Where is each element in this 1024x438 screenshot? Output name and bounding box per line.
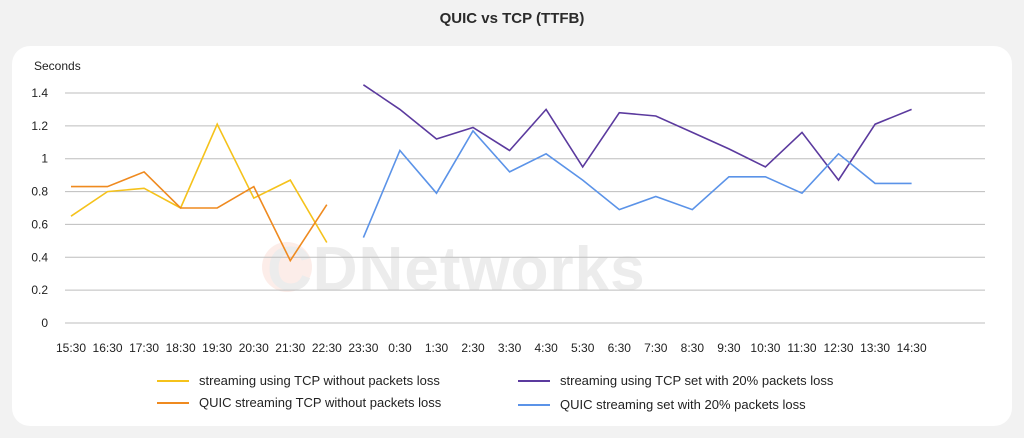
watermark: CDNetworks [267,235,646,304]
watermark-logo-icon [262,242,312,292]
legend-swatch [157,379,189,382]
x-tick-label: 8:30 [681,341,705,355]
x-tick-label: 4:30 [534,341,558,355]
x-tick-label: 0:30 [388,341,412,355]
y-tick-label: 1.4 [31,86,48,100]
y-tick-label: 0.2 [31,283,48,297]
legend-label: QUIC streaming set with 20% packets loss [560,397,806,412]
x-tick-label: 18:30 [166,341,196,355]
series-lines [70,84,912,263]
y-tick-label: 0.4 [31,250,48,264]
legend-item-quic-20-loss: QUIC streaming set with 20% packets loss [518,397,806,412]
x-tick-label: 1:30 [425,341,449,355]
legend-swatch [518,379,550,382]
legend-swatch [518,403,550,406]
legend-label: streaming using TCP set with 20% packets… [560,373,834,388]
x-tick-label: 11:30 [787,341,816,355]
legend-item-quic-no-loss: QUIC streaming TCP without packets loss [157,395,441,410]
x-tick-label: 5:30 [571,341,595,355]
y-tick-label: 0.8 [31,185,48,199]
y-tick-label: 0.6 [31,217,48,231]
line-chart: Seconds 00.20.40.60.811.21.4 15:30 16:30 1… [31,59,985,355]
grid [65,92,985,324]
chart-card: CDNetworks Seconds 0 0.2 0.4 0.6 0.8 1 1.2 1.4 … [12,46,1012,426]
y-axis-label: Seconds [34,59,81,73]
x-tick-label: 9:30 [717,341,741,355]
series-line-1 [71,170,328,263]
y-tick-label: 1 [41,152,48,166]
x-tick-label: 3:30 [498,341,522,355]
chart-title: QUIC vs TCP (TTFB) [439,10,585,27]
x-tick-label: 16:30 [93,341,123,355]
legend-item-tcp-no-loss: streaming using TCP without packets loss [157,373,440,388]
legend-label: QUIC streaming TCP without packets loss [199,395,442,410]
x-tick-label: 21:30 [275,341,305,355]
x-tick-label: 10:30 [750,341,780,355]
y-tick-labels: 0 0.2 0.4 0.6 0.8 1 1.2 1.4 [31,86,48,330]
legend-item-tcp-20-loss: streaming using TCP set with 20% packets… [518,373,833,388]
x-tick-label: 2:30 [461,341,485,355]
x-tick-label: 13:30 [860,341,890,355]
legend-swatch [157,401,189,404]
x-tick-label: 20:30 [239,341,269,355]
x-tick-label: 7:30 [644,341,668,355]
x-tick-labels: 15:30 16:30 17:30 18:30 19:30 20:30 21:30 22:30… [56,341,927,355]
series-line-0 [70,122,328,243]
x-tick-label: 22:30 [312,341,342,355]
y-tick-label: 0 [41,316,48,330]
series-line-3 [362,129,912,238]
x-tick-label: 14:30 [897,341,927,355]
x-tick-label: 17:30 [129,341,159,355]
series-line-2 [362,84,912,182]
x-tick-label: 15:30 [56,341,86,355]
x-tick-label: 12:30 [824,341,854,355]
x-tick-label: 19:30 [202,341,232,355]
x-tick-label: 6:30 [608,341,632,355]
x-tick-label: 23:30 [348,341,378,355]
y-tick-label: 1.2 [31,119,48,133]
legend-label: streaming using TCP without packets loss [199,373,440,388]
